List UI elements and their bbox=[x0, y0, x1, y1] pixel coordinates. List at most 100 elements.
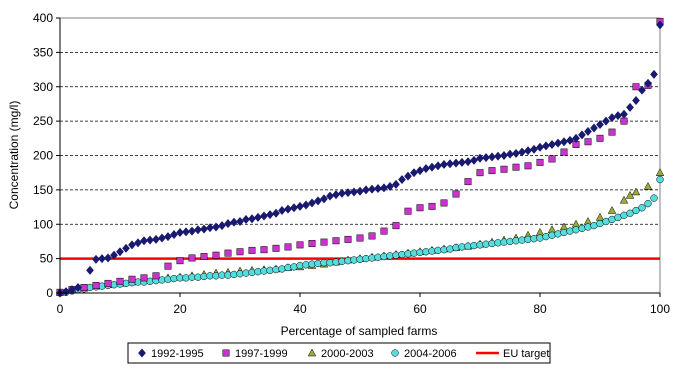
point-1992-1995 bbox=[272, 208, 280, 218]
point-1992-1995 bbox=[428, 162, 436, 172]
point-2004-2006 bbox=[272, 265, 280, 274]
point-1992-1995 bbox=[260, 211, 268, 221]
point-2004-2006 bbox=[374, 253, 382, 261]
point-1997-1999 bbox=[272, 244, 280, 252]
point-2004-2006 bbox=[266, 266, 274, 274]
point-1992-1995 bbox=[68, 284, 76, 295]
point-2004-2006 bbox=[416, 248, 424, 257]
point-1997-1999 bbox=[632, 83, 640, 91]
legend-label: 1997-1999 bbox=[235, 348, 288, 360]
point-1992-1995 bbox=[530, 144, 538, 154]
point-2004-2006 bbox=[656, 175, 664, 184]
y-axis-title: Concentration (mg/l) bbox=[7, 101, 21, 210]
point-1997-1999 bbox=[116, 277, 124, 285]
legend-box bbox=[127, 342, 551, 364]
point-2004-2006 bbox=[356, 255, 364, 263]
point-1992-1995 bbox=[488, 152, 496, 162]
legend-entry: 1997-1999 bbox=[222, 348, 288, 360]
point-1997-1999 bbox=[404, 207, 412, 215]
point-1992-1995 bbox=[230, 217, 238, 227]
point-1997-1999 bbox=[176, 257, 184, 265]
point-1992-1995 bbox=[308, 198, 316, 208]
point-2004-2006 bbox=[392, 251, 400, 259]
point-2000-2003 bbox=[631, 187, 641, 196]
point-1992-1995 bbox=[266, 210, 274, 220]
point-1997-1999 bbox=[428, 202, 436, 210]
point-1997-1999 bbox=[608, 128, 616, 136]
point-2004-2006 bbox=[632, 206, 640, 215]
point-1997-1999 bbox=[344, 235, 352, 243]
point-1992-1995 bbox=[464, 157, 472, 167]
point-1992-1995 bbox=[554, 138, 562, 148]
x-axis-title: Percentage of sampled farms bbox=[281, 324, 438, 338]
series-1997-1999 bbox=[56, 17, 664, 296]
legend-swatch bbox=[307, 348, 317, 357]
point-2000-2003 bbox=[643, 181, 653, 190]
point-2004-2006 bbox=[290, 263, 298, 271]
point-2004-2006 bbox=[326, 259, 334, 267]
point-1992-1995 bbox=[632, 95, 640, 106]
point-1997-1999 bbox=[128, 275, 136, 283]
point-1992-1995 bbox=[386, 181, 394, 192]
point-1992-1995 bbox=[314, 196, 322, 206]
x-tick-label: 100 bbox=[650, 302, 670, 316]
legend-entry: 2004-2006 bbox=[391, 348, 457, 360]
x-tick-label: 0 bbox=[57, 302, 64, 316]
point-1992-1995 bbox=[74, 282, 82, 293]
y-tick-label: 350 bbox=[33, 45, 53, 59]
point-2004-2006 bbox=[224, 271, 232, 279]
point-1992-1995 bbox=[146, 235, 154, 245]
point-1992-1995 bbox=[614, 111, 622, 121]
point-2004-2006 bbox=[476, 241, 484, 249]
point-1997-1999 bbox=[152, 272, 160, 280]
point-1992-1995 bbox=[212, 222, 220, 232]
point-1997-1999 bbox=[224, 249, 232, 257]
point-1992-1995 bbox=[164, 232, 172, 242]
point-1997-1999 bbox=[140, 274, 148, 282]
point-1992-1995 bbox=[362, 185, 370, 195]
point-2004-2006 bbox=[560, 228, 568, 237]
point-1992-1995 bbox=[584, 126, 592, 137]
point-1992-1995 bbox=[296, 201, 304, 211]
point-2004-2006 bbox=[158, 276, 166, 284]
point-1997-1999 bbox=[188, 254, 196, 262]
point-1992-1995 bbox=[482, 152, 490, 163]
point-2004-2006 bbox=[518, 236, 526, 244]
point-2000-2003 bbox=[625, 190, 635, 199]
y-tick-label: 100 bbox=[33, 217, 53, 231]
point-2004-2006 bbox=[296, 261, 304, 270]
point-2004-2006 bbox=[566, 227, 574, 235]
point-1997-1999 bbox=[284, 243, 292, 251]
point-1992-1995 bbox=[440, 159, 448, 170]
point-2004-2006 bbox=[248, 268, 256, 277]
point-1992-1995 bbox=[116, 247, 124, 257]
point-1992-1995 bbox=[350, 187, 358, 197]
point-1992-1995 bbox=[650, 69, 658, 79]
point-1997-1999 bbox=[584, 138, 592, 146]
point-1992-1995 bbox=[560, 137, 568, 147]
point-1992-1995 bbox=[380, 183, 388, 193]
point-1997-1999 bbox=[440, 199, 448, 207]
point-1992-1995 bbox=[188, 226, 196, 236]
point-1997-1999 bbox=[488, 167, 496, 175]
point-1992-1995 bbox=[182, 227, 190, 237]
point-1997-1999 bbox=[464, 178, 472, 186]
point-1997-1999 bbox=[524, 162, 532, 170]
point-1997-1999 bbox=[620, 117, 628, 125]
point-1992-1995 bbox=[206, 223, 214, 233]
point-1997-1999 bbox=[296, 241, 304, 249]
data-markers bbox=[55, 17, 665, 298]
point-1992-1995 bbox=[446, 159, 454, 169]
point-1992-1995 bbox=[194, 225, 202, 235]
point-1997-1999 bbox=[392, 222, 400, 230]
point-1992-1995 bbox=[200, 224, 208, 234]
point-2004-2006 bbox=[230, 270, 238, 279]
series-2004-2006 bbox=[56, 175, 664, 297]
point-1992-1995 bbox=[536, 142, 544, 152]
point-1992-1995 bbox=[398, 174, 406, 185]
point-2004-2006 bbox=[332, 258, 340, 266]
point-2004-2006 bbox=[344, 257, 352, 265]
point-2004-2006 bbox=[428, 247, 436, 255]
point-1992-1995 bbox=[392, 179, 400, 189]
